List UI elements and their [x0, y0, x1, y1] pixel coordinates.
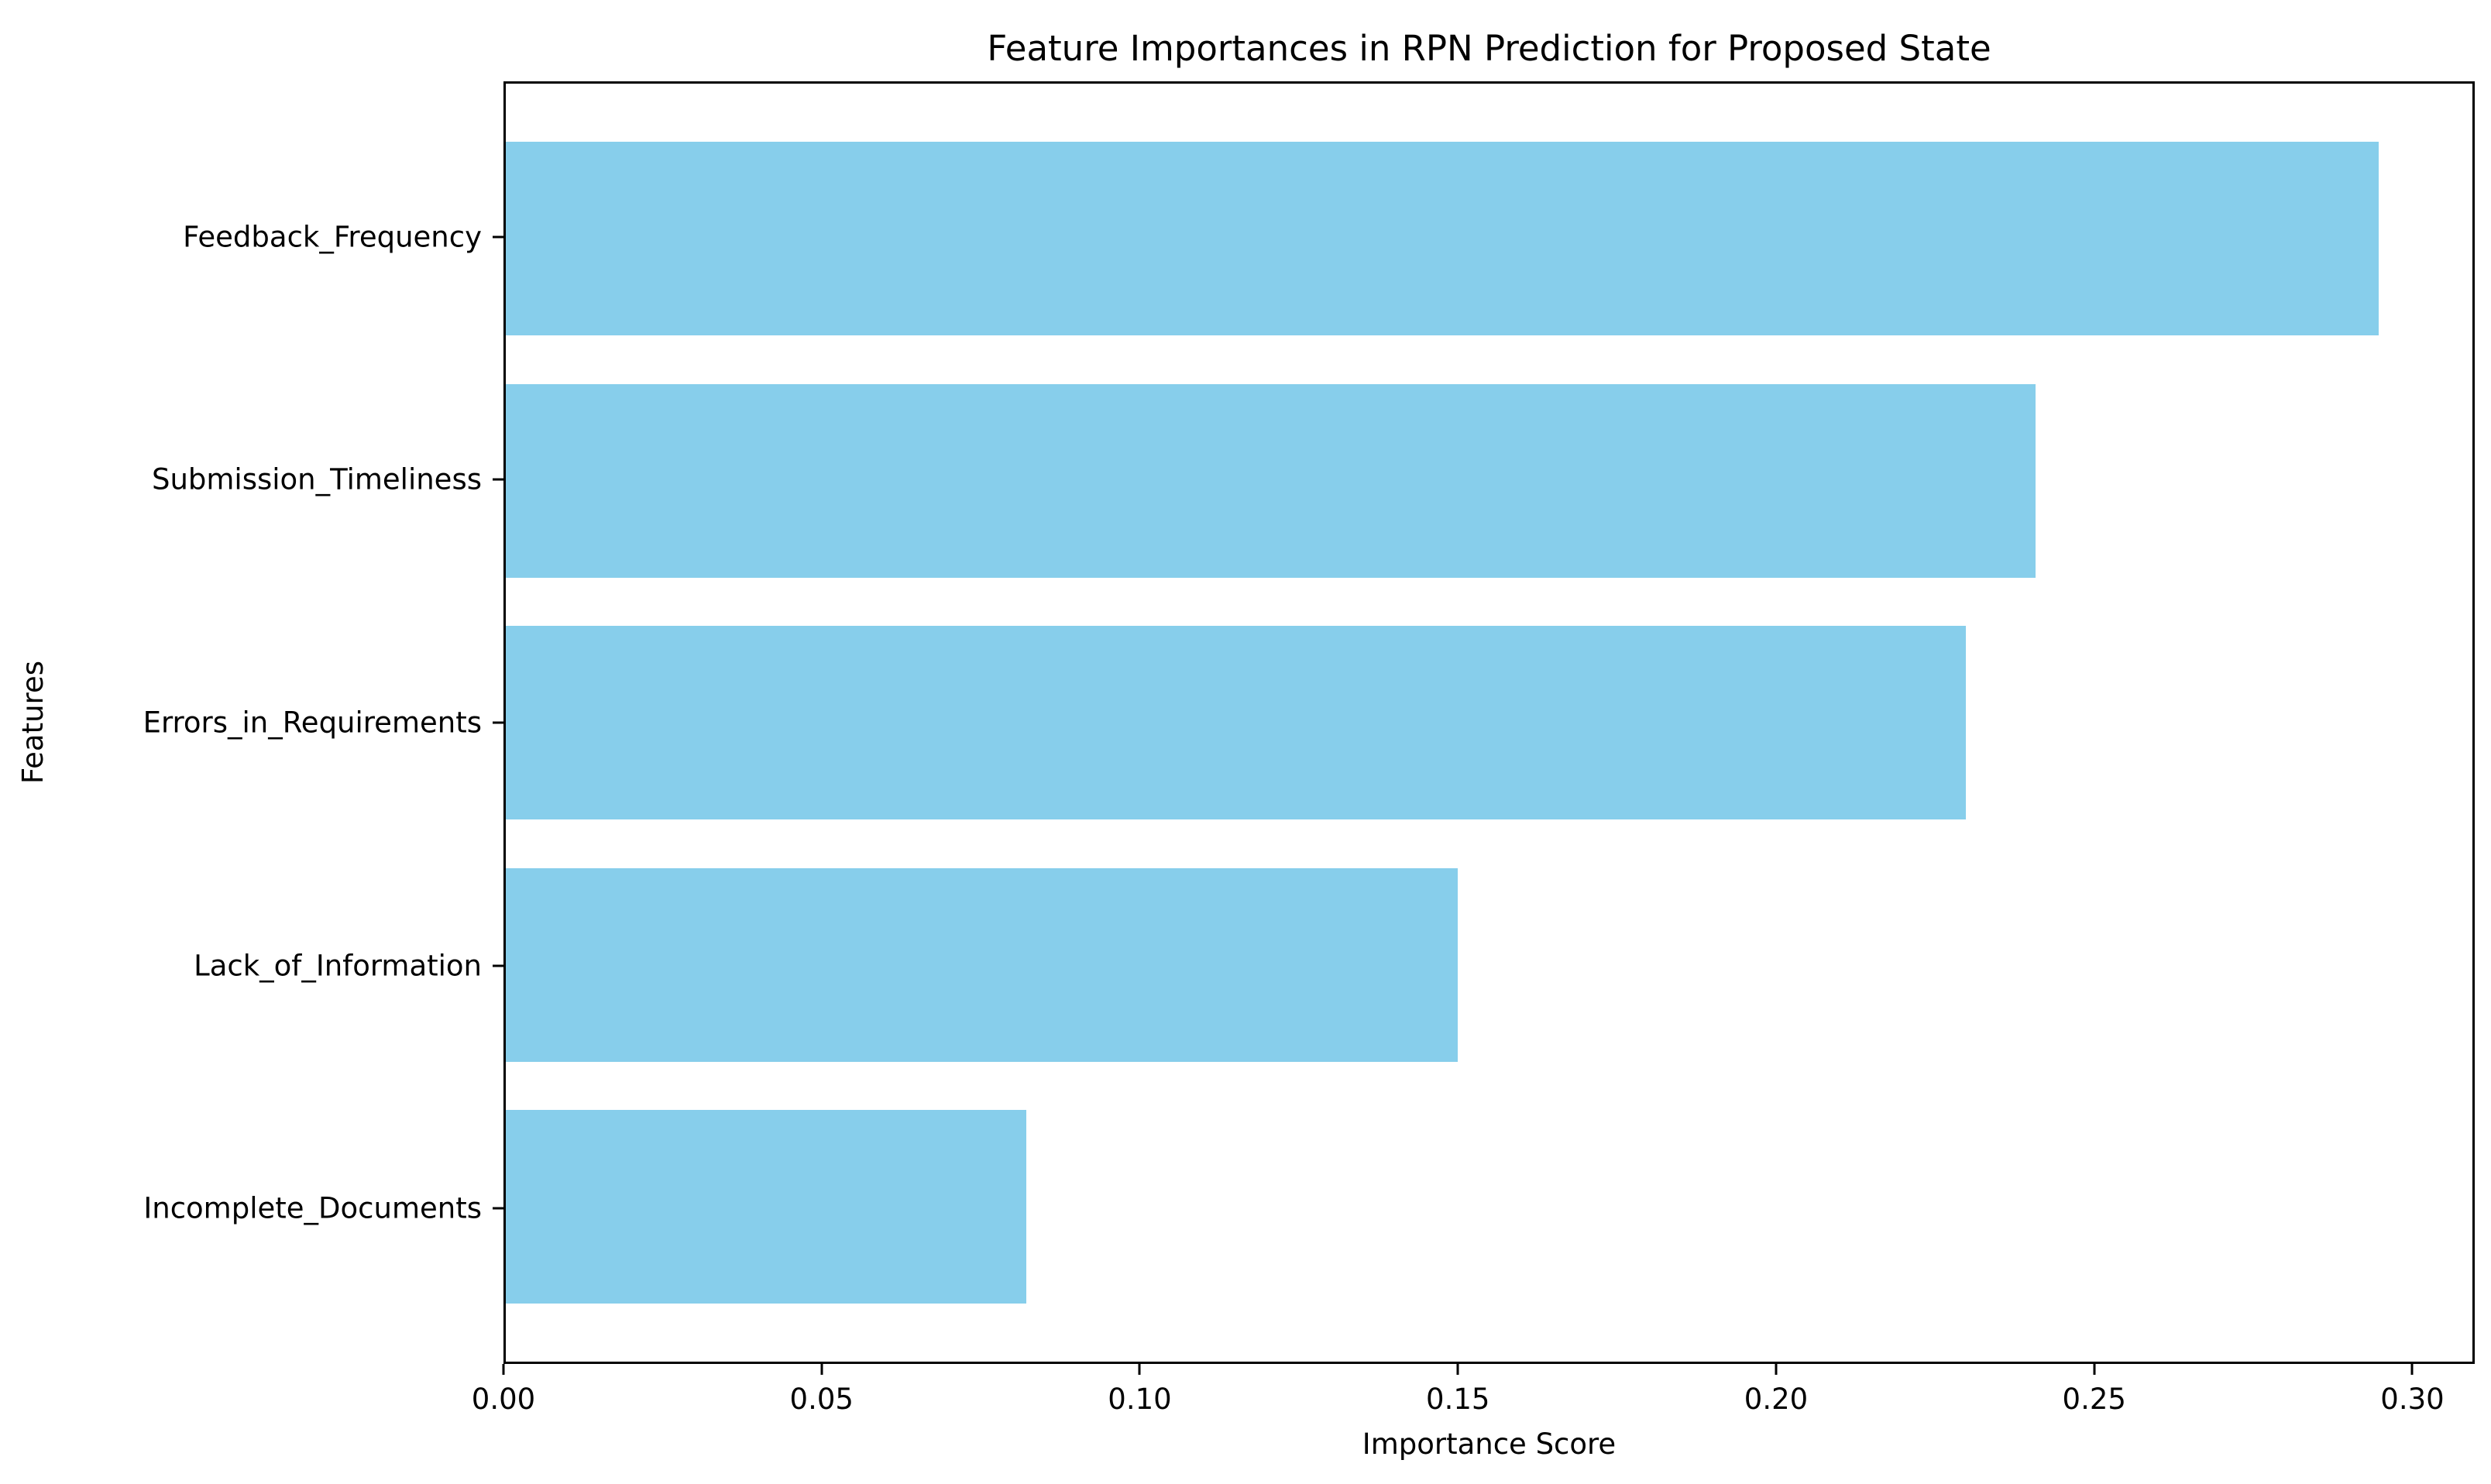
ytick-mark	[493, 721, 503, 724]
y-axis: Feedback_Frequency Submission_Timeliness E…	[0, 81, 503, 1364]
x-axis-label: Importance Score	[1362, 1427, 1617, 1461]
ytick-label: Incomplete_Documents	[143, 1191, 482, 1225]
plot-area	[503, 81, 2475, 1364]
ytick-mark	[493, 235, 503, 239]
ytick-label: Submission_Timeliness	[151, 462, 482, 496]
xtick-label: 0.30	[2380, 1383, 2445, 1416]
xtick-label: 0.05	[789, 1383, 854, 1416]
xtick-mark	[502, 1364, 505, 1375]
chart-title: Feature Importances in RPN Prediction fo…	[987, 28, 1991, 69]
bar-lack_of_information	[506, 867, 1459, 1062]
xtick-label: 0.15	[1426, 1383, 1490, 1416]
xtick-mark	[1138, 1364, 1141, 1375]
xtick-mark	[2410, 1364, 2414, 1375]
x-axis: 0.00 0.05 0.10 0.15 0.20 0.25 0.30	[472, 1364, 2475, 1457]
ytick-label: Feedback_Frequency	[183, 220, 482, 254]
xtick-mark	[820, 1364, 823, 1375]
xtick-label: 0.00	[471, 1383, 536, 1416]
xtick-mark	[2093, 1364, 2096, 1375]
ytick-label: Lack_of_Information	[194, 949, 482, 983]
xtick-label: 0.25	[2062, 1383, 2126, 1416]
xtick-mark	[1456, 1364, 1459, 1375]
ytick-mark	[493, 1207, 503, 1210]
ytick-label: Errors_in_Requirements	[143, 706, 482, 740]
xtick-mark	[1775, 1364, 1778, 1375]
ytick-mark	[493, 478, 503, 481]
bar-submission_timeliness	[506, 383, 2036, 578]
xtick-label: 0.10	[1108, 1383, 1172, 1416]
bar-errors_in_requirements	[506, 626, 1966, 819]
bar-feedback_frequency	[506, 142, 2379, 335]
ytick-mark	[493, 964, 503, 967]
xtick-label: 0.20	[1744, 1383, 1809, 1416]
bar-incomplete_documents	[506, 1110, 1027, 1304]
